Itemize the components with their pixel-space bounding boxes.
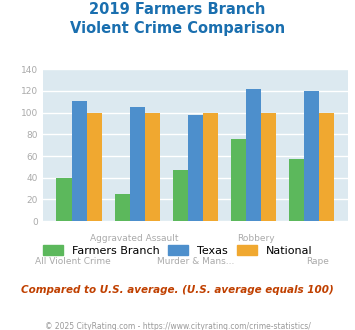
Text: © 2025 CityRating.com - https://www.cityrating.com/crime-statistics/: © 2025 CityRating.com - https://www.city…: [45, 322, 310, 330]
Bar: [261, 113, 276, 221]
Bar: [319, 113, 334, 221]
Text: Aggravated Assault: Aggravated Assault: [90, 234, 179, 243]
Bar: [246, 89, 261, 221]
Text: Violent Crime Comparison: Violent Crime Comparison: [70, 21, 285, 36]
Bar: [203, 113, 218, 221]
Bar: [72, 101, 87, 221]
Bar: [130, 107, 145, 221]
Text: Rape: Rape: [306, 257, 329, 266]
Bar: [173, 170, 188, 221]
Text: Compared to U.S. average. (U.S. average equals 100): Compared to U.S. average. (U.S. average …: [21, 285, 334, 295]
Text: Robbery: Robbery: [237, 234, 275, 243]
Legend: Farmers Branch, Texas, National: Farmers Branch, Texas, National: [38, 241, 317, 260]
Bar: [145, 113, 160, 221]
Text: Murder & Mans...: Murder & Mans...: [157, 257, 234, 266]
Bar: [289, 159, 304, 221]
Text: All Violent Crime: All Violent Crime: [35, 257, 111, 266]
Text: 2019 Farmers Branch: 2019 Farmers Branch: [89, 2, 266, 16]
Bar: [87, 113, 102, 221]
Bar: [188, 115, 203, 221]
Bar: [231, 139, 246, 221]
Bar: [115, 194, 130, 221]
Bar: [56, 178, 72, 221]
Bar: [304, 91, 319, 221]
